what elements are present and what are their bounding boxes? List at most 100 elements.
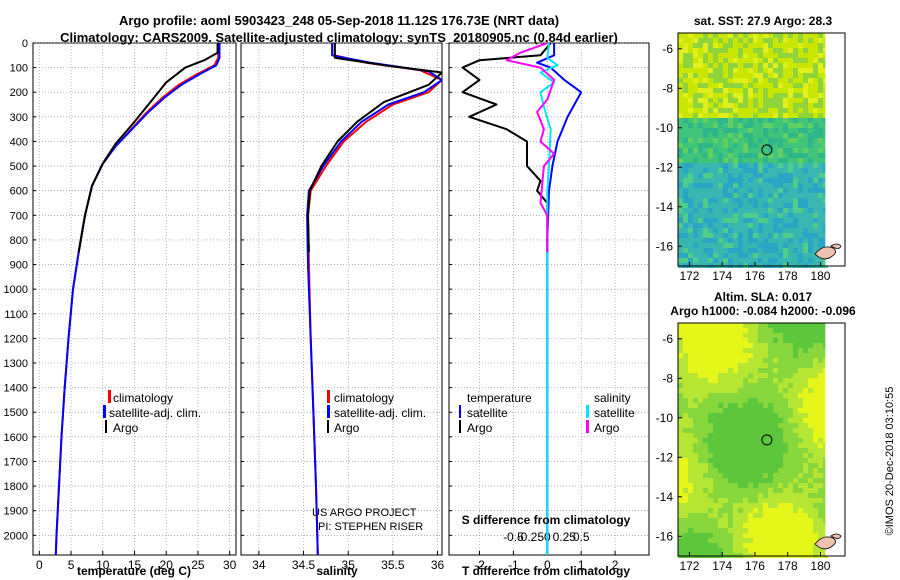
map-cell [708, 533, 713, 538]
y-tick-label: 700 [10, 210, 28, 222]
map-cell [678, 478, 683, 483]
map-cell [693, 323, 698, 328]
map-cell [708, 388, 713, 393]
salinity-xlabel: salinity [316, 564, 358, 578]
map-cell [728, 373, 733, 378]
map-cell [813, 483, 818, 488]
map-cell [813, 418, 818, 423]
map-cell [818, 528, 823, 533]
map-cell [713, 43, 718, 48]
series-group [54, 43, 221, 555]
map-cell [733, 158, 738, 163]
map-cell [783, 383, 788, 388]
map-cell [788, 448, 793, 453]
sla-map-title-line-1: Altim. SLA: 0.017 [714, 290, 812, 304]
map-cell [778, 463, 783, 468]
map-cell [808, 73, 813, 78]
map-cell [798, 413, 803, 418]
map-cell [688, 233, 693, 238]
map-cell [798, 518, 803, 523]
map-cell [798, 188, 803, 193]
map-cell [678, 438, 683, 443]
map-cell [698, 483, 703, 488]
map-cell [793, 98, 798, 103]
map-cell [688, 468, 693, 473]
map-cell [778, 193, 783, 198]
map-cell [713, 178, 718, 183]
map-cell [803, 528, 808, 533]
map-cell [818, 428, 823, 433]
map-cell [728, 38, 733, 43]
x-top-tick-label: 0.5 [573, 530, 590, 544]
map-cell [778, 203, 783, 208]
map-cell [698, 78, 703, 83]
map-cell [763, 478, 768, 483]
map-cell [803, 488, 808, 493]
map-cell [738, 418, 743, 423]
map-cell [718, 463, 723, 468]
map-cell [748, 388, 753, 393]
map-cell [813, 113, 818, 118]
map-cell [688, 148, 693, 153]
map-cell [728, 358, 733, 363]
map-cell [733, 388, 738, 393]
map-cell [748, 393, 753, 398]
map-cell [683, 483, 688, 488]
map-cell [733, 248, 738, 253]
map-cell [788, 208, 793, 213]
map-cell [768, 503, 773, 508]
map-cell [703, 143, 708, 148]
map-cell [763, 193, 768, 198]
map-cell [708, 363, 713, 368]
map-cell [748, 113, 753, 118]
map-cell [713, 443, 718, 448]
map-cell [818, 168, 823, 173]
map-cell [753, 138, 758, 143]
map-cell [793, 348, 798, 353]
map-cell [813, 68, 818, 73]
map-cell [723, 388, 728, 393]
map-cell [773, 323, 778, 328]
map-cell [778, 183, 783, 188]
map-cell [693, 128, 698, 133]
map-cell [723, 343, 728, 348]
map-cell [703, 508, 708, 513]
map-cell [728, 208, 733, 213]
map-cell [683, 203, 688, 208]
map-cell [733, 233, 738, 238]
map-cell [778, 493, 783, 498]
map-cell [793, 58, 798, 63]
map-cell [708, 43, 713, 48]
map-cell [733, 68, 738, 73]
map-cell [728, 68, 733, 73]
map-cell [768, 108, 773, 113]
map-cell [708, 538, 713, 543]
map-cell [708, 53, 713, 58]
map-cell [683, 128, 688, 133]
map-cell [803, 78, 808, 83]
map-cell [698, 463, 703, 468]
map-cell [693, 398, 698, 403]
map-cell [758, 478, 763, 483]
map-cell [798, 538, 803, 543]
map-cell [733, 383, 738, 388]
map-cell [733, 123, 738, 128]
map-cell [743, 543, 748, 548]
map-cell [733, 193, 738, 198]
map-cell [758, 338, 763, 343]
map-cell [798, 238, 803, 243]
map-cell [813, 228, 818, 233]
map-cell [818, 368, 823, 373]
map-cell [808, 198, 813, 203]
map-cell [693, 363, 698, 368]
map-cell [688, 163, 693, 168]
map-cell [678, 183, 683, 188]
map-cell [733, 88, 738, 93]
map-cell [678, 118, 683, 123]
map-cell [693, 233, 698, 238]
map-cell [698, 538, 703, 543]
map-cell [788, 533, 793, 538]
map-cell [693, 503, 698, 508]
map-cell [798, 408, 803, 413]
map-cell [793, 543, 798, 548]
